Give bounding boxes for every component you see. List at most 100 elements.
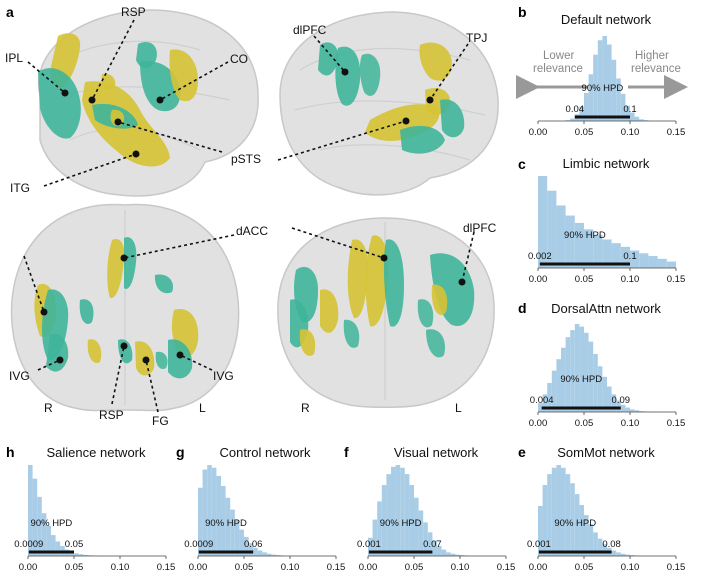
histogram-bar xyxy=(620,246,630,268)
histogram-bar xyxy=(225,497,231,556)
panel-label-f: f xyxy=(344,444,349,460)
histogram-bar xyxy=(574,222,584,268)
x-tick-label: 0.05 xyxy=(575,274,594,285)
label-dlpfc-bottom: dlPFC xyxy=(463,221,497,235)
panel-label-a: a xyxy=(6,4,14,20)
histogram-bar xyxy=(584,332,589,412)
histogram-bar xyxy=(437,545,442,556)
histogram-bar xyxy=(32,478,38,556)
x-tick-label: 0.15 xyxy=(157,562,176,573)
histogram-bar xyxy=(41,513,47,556)
histogram-bar xyxy=(556,205,566,268)
histogram-panels: 0.00 0.05 0.10 0.15 0.04 0.1 90% HPD Default ne… xyxy=(14,12,685,573)
histogram-bar xyxy=(455,554,460,556)
hpd-high-label: 0.08 xyxy=(602,539,621,550)
histogram-bar xyxy=(391,466,396,556)
histogram-bar xyxy=(551,467,557,556)
histogram-b: 0.00 0.05 0.10 0.15 0.04 0.1 90% HPD Default ne… xyxy=(529,12,686,138)
histogram-bar xyxy=(625,407,630,412)
histogram-bar xyxy=(198,487,203,556)
x-tick-label: 0.00 xyxy=(529,127,548,138)
lower-label: Lower xyxy=(543,50,574,62)
histogram-bar xyxy=(74,553,79,556)
histogram-bar xyxy=(418,510,424,556)
histogram-bar xyxy=(542,485,548,556)
histogram-bar xyxy=(593,234,603,268)
histogram-bar xyxy=(538,403,543,412)
hpd-label: 90% HPD xyxy=(205,518,247,529)
lower-label-2: relevance xyxy=(533,63,583,75)
histogram-bar xyxy=(83,554,88,556)
hpd-label: 90% HPD xyxy=(31,518,73,529)
histogram-bar xyxy=(570,483,575,556)
x-tick-label: 0.10 xyxy=(621,127,640,138)
histogram-bar xyxy=(630,409,635,412)
hpd-low-label: 0.002 xyxy=(528,251,552,262)
histogram-bar xyxy=(368,537,373,556)
region-green xyxy=(335,46,361,106)
label-rsp-bottom: RSP xyxy=(99,408,124,422)
histogram-bar xyxy=(588,74,594,121)
x-tick-label: 0.00 xyxy=(189,562,208,573)
histogram-bar xyxy=(221,485,226,556)
x-tick-label: 0.05 xyxy=(405,562,424,573)
hpd-low-label: 0.0009 xyxy=(14,539,43,550)
x-tick-label: 0.00 xyxy=(529,418,548,429)
label-co: CO xyxy=(230,52,248,66)
histogram-bar xyxy=(381,485,387,556)
histogram-bar xyxy=(574,494,580,556)
histogram-bar xyxy=(460,555,465,556)
hpd-label: 90% HPD xyxy=(560,374,602,385)
histogram-bar xyxy=(579,505,584,556)
histogram-bar xyxy=(602,239,612,268)
histogram-bar xyxy=(570,330,575,412)
histogram-bar xyxy=(639,411,644,412)
brain-lateral-left xyxy=(37,9,259,197)
histogram-bar xyxy=(620,553,626,556)
histogram-bar xyxy=(253,547,258,556)
histogram-bar xyxy=(607,386,612,412)
histogram-bar xyxy=(427,532,433,556)
panel-label-e: e xyxy=(518,444,526,460)
histogram-bar xyxy=(400,467,405,556)
histogram-bar xyxy=(597,538,603,556)
histogram-bar xyxy=(556,359,561,412)
histogram-bar xyxy=(588,524,594,556)
histogram-bar xyxy=(423,522,428,556)
histogram-bar xyxy=(597,40,603,121)
histogram-bar xyxy=(579,326,584,412)
histogram-bar xyxy=(267,553,272,556)
x-tick-label: 0.05 xyxy=(65,562,84,573)
panel-label-d: d xyxy=(518,300,527,316)
histogram-bar xyxy=(271,554,277,556)
hpd-high-label: 0.05 xyxy=(65,539,84,550)
panel-label-b: b xyxy=(518,4,527,20)
region-green xyxy=(318,42,339,76)
hpd-low-label: 0.001 xyxy=(527,539,551,550)
histogram-bar xyxy=(547,190,557,268)
hpd-high-label: 0.06 xyxy=(244,539,263,550)
hpd-label: 90% HPD xyxy=(564,230,606,241)
brain-ventral xyxy=(10,203,240,412)
histogram-bar xyxy=(634,116,640,121)
histogram-bar xyxy=(446,552,451,556)
histogram-g: 0.00 0.05 0.10 0.15 0.0009 0.06 90% HPD Control… xyxy=(184,445,345,573)
region-green xyxy=(359,53,381,96)
histogram-bar xyxy=(630,250,640,268)
histogram-bar xyxy=(620,404,626,412)
histogram-bar xyxy=(262,552,267,556)
histogram-bar xyxy=(593,353,598,412)
histogram-bar xyxy=(630,112,635,121)
histogram-bar xyxy=(584,229,594,268)
histogram-bar xyxy=(593,532,598,556)
chart-title: Default network xyxy=(561,12,652,27)
label-tpj: TPJ xyxy=(466,31,487,45)
histogram-bar xyxy=(616,552,621,556)
hpd-low-label: 0.04 xyxy=(566,104,585,115)
x-tick-label: 0.10 xyxy=(621,274,640,285)
histogram-bar xyxy=(602,544,607,556)
x-tick-label: 0.05 xyxy=(575,562,594,573)
histogram-bar xyxy=(404,474,410,556)
histogram-bar xyxy=(248,543,254,556)
